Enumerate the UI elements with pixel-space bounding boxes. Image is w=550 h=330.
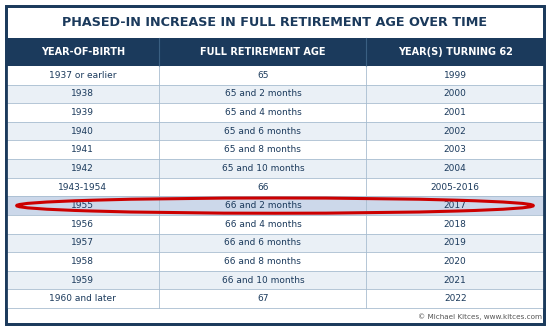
Text: 1955: 1955 — [71, 201, 94, 210]
Bar — [6, 159, 544, 178]
Text: 1937 or earlier: 1937 or earlier — [49, 71, 117, 80]
Text: 66 and 4 months: 66 and 4 months — [224, 220, 301, 229]
Text: 1959: 1959 — [71, 276, 94, 284]
Text: 66 and 8 months: 66 and 8 months — [224, 257, 301, 266]
Text: 65 and 4 months: 65 and 4 months — [224, 108, 301, 117]
Text: 65 and 10 months: 65 and 10 months — [222, 164, 304, 173]
Bar — [6, 84, 544, 103]
Text: 1938: 1938 — [71, 89, 94, 98]
Text: 67: 67 — [257, 294, 268, 303]
Text: 2005-2016: 2005-2016 — [431, 182, 480, 191]
Text: PHASED-IN INCREASE IN FULL RETIREMENT AGE OVER TIME: PHASED-IN INCREASE IN FULL RETIREMENT AG… — [63, 16, 487, 28]
Bar — [6, 122, 544, 141]
Text: 1943-1954: 1943-1954 — [58, 182, 107, 191]
Text: 2002: 2002 — [444, 127, 466, 136]
Bar — [6, 178, 544, 196]
Text: 2001: 2001 — [444, 108, 466, 117]
Text: 66 and 6 months: 66 and 6 months — [224, 238, 301, 248]
Text: 2000: 2000 — [444, 89, 466, 98]
Text: 66 and 2 months: 66 and 2 months — [224, 201, 301, 210]
Bar — [6, 38, 544, 66]
Text: 65: 65 — [257, 71, 268, 80]
Text: 2018: 2018 — [444, 220, 466, 229]
Bar — [6, 289, 544, 308]
Text: 1957: 1957 — [71, 238, 94, 248]
Text: 66 and 10 months: 66 and 10 months — [222, 276, 304, 284]
Text: 2017: 2017 — [444, 201, 466, 210]
Bar — [6, 103, 544, 122]
Text: © Michael Kitces, www.kitces.com: © Michael Kitces, www.kitces.com — [418, 313, 542, 320]
Bar — [6, 66, 544, 84]
Text: 1958: 1958 — [71, 257, 94, 266]
Text: 2004: 2004 — [444, 164, 466, 173]
Bar — [6, 271, 544, 289]
Bar — [6, 141, 544, 159]
Text: FULL RETIREMENT AGE: FULL RETIREMENT AGE — [200, 47, 326, 57]
Text: 1940: 1940 — [72, 127, 94, 136]
Text: 1941: 1941 — [72, 145, 94, 154]
Text: 2021: 2021 — [444, 276, 466, 284]
Text: 2019: 2019 — [444, 238, 466, 248]
Bar — [6, 196, 544, 215]
Bar — [6, 215, 544, 234]
Text: 65 and 8 months: 65 and 8 months — [224, 145, 301, 154]
Text: 65 and 6 months: 65 and 6 months — [224, 127, 301, 136]
Text: 2020: 2020 — [444, 257, 466, 266]
Text: 1942: 1942 — [72, 164, 94, 173]
Text: 66: 66 — [257, 182, 268, 191]
Text: 1956: 1956 — [71, 220, 94, 229]
Text: 1999: 1999 — [444, 71, 467, 80]
Text: 65 and 2 months: 65 and 2 months — [224, 89, 301, 98]
Text: YEAR(S) TURNING 62: YEAR(S) TURNING 62 — [398, 47, 513, 57]
Text: YEAR-OF-BIRTH: YEAR-OF-BIRTH — [41, 47, 125, 57]
Bar — [6, 234, 544, 252]
Text: 2003: 2003 — [444, 145, 466, 154]
Bar — [6, 252, 544, 271]
Text: 2022: 2022 — [444, 294, 466, 303]
Text: 1939: 1939 — [71, 108, 94, 117]
Text: 1960 and later: 1960 and later — [50, 294, 116, 303]
